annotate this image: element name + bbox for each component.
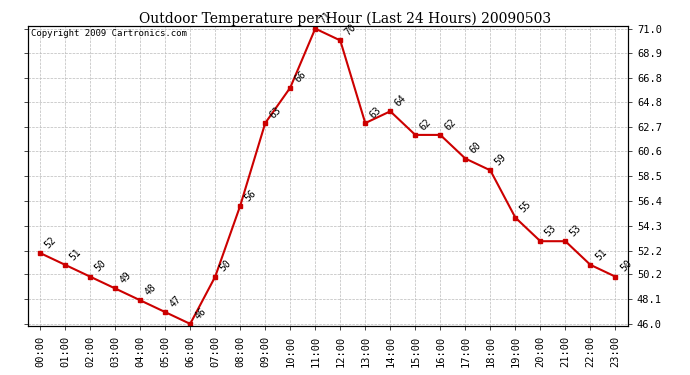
- Text: 66: 66: [293, 69, 308, 85]
- Text: 46: 46: [193, 306, 208, 321]
- Text: 53: 53: [543, 223, 558, 238]
- Text: 51: 51: [68, 247, 83, 262]
- Text: 56: 56: [243, 188, 258, 203]
- Text: 49: 49: [118, 270, 133, 286]
- Text: 63: 63: [368, 105, 384, 120]
- Text: 55: 55: [518, 200, 533, 215]
- Text: 50: 50: [218, 258, 233, 274]
- Text: 60: 60: [468, 140, 484, 156]
- Text: 70: 70: [343, 22, 358, 38]
- Text: 71: 71: [318, 10, 333, 26]
- Text: 62: 62: [443, 117, 458, 132]
- Text: 47: 47: [168, 294, 184, 309]
- Text: 59: 59: [493, 152, 509, 168]
- Text: Copyright 2009 Cartronics.com: Copyright 2009 Cartronics.com: [30, 29, 186, 38]
- Text: 64: 64: [393, 93, 408, 108]
- Text: 63: 63: [268, 105, 284, 120]
- Text: 48: 48: [143, 282, 158, 297]
- Text: 50: 50: [93, 258, 108, 274]
- Text: 51: 51: [593, 247, 609, 262]
- Text: 52: 52: [43, 235, 58, 250]
- Text: Outdoor Temperature per Hour (Last 24 Hours) 20090503: Outdoor Temperature per Hour (Last 24 Ho…: [139, 11, 551, 26]
- Text: 50: 50: [618, 258, 633, 274]
- Text: 62: 62: [418, 117, 433, 132]
- Text: 53: 53: [568, 223, 584, 238]
